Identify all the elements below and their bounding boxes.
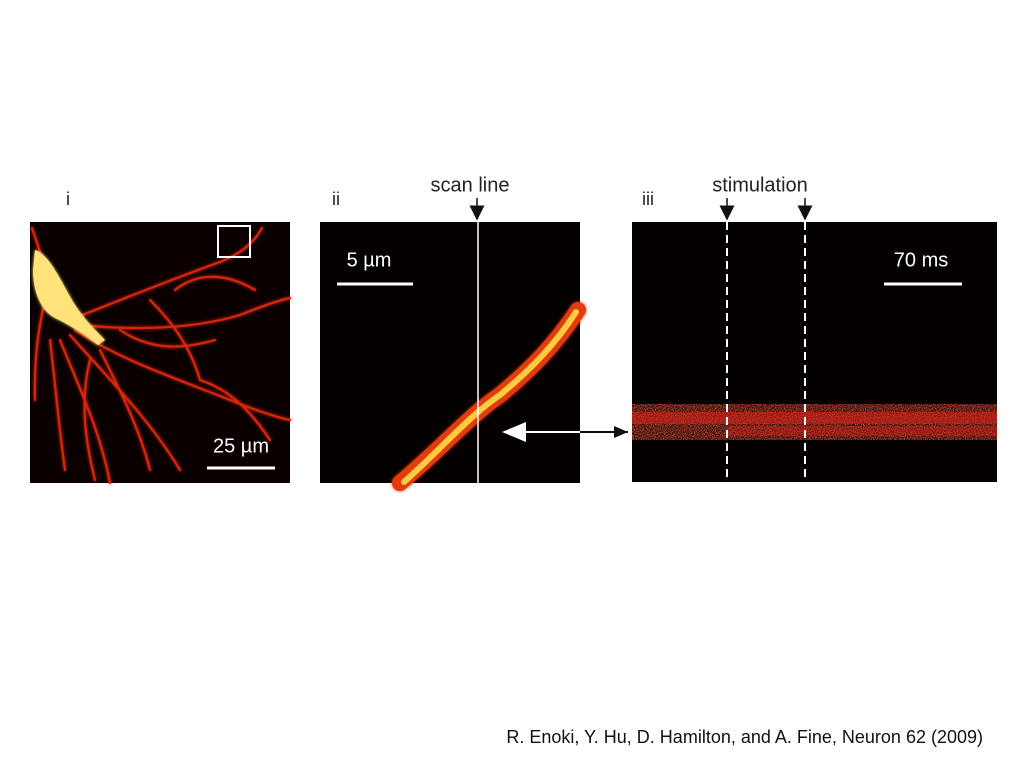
roi-box <box>217 225 251 258</box>
scale-bar-label: 70 ms <box>894 249 948 271</box>
panel-ii: 5 µm ii scan line <box>320 174 586 491</box>
panel-label: i <box>66 189 70 209</box>
panel-label: ii <box>332 189 340 209</box>
line-scan-band <box>632 412 997 424</box>
soma <box>33 250 105 345</box>
panel-iii: 70 ms iii stimulation <box>632 174 997 482</box>
panel-i: 25 µm i <box>30 189 292 485</box>
scale-bar-label: 25 µm <box>213 435 269 457</box>
scale-bar-label: 5 µm <box>347 249 392 271</box>
line-scan-band <box>727 426 997 436</box>
panel-label: iii <box>642 189 654 209</box>
citation: R. Enoki, Y. Hu, D. Hamilton, and A. Fin… <box>506 727 983 747</box>
arrow-head <box>614 426 628 438</box>
annotation: scan line <box>431 174 510 196</box>
dendrites <box>30 226 292 485</box>
dendrite-core <box>401 309 579 485</box>
annotation: stimulation <box>712 174 808 196</box>
